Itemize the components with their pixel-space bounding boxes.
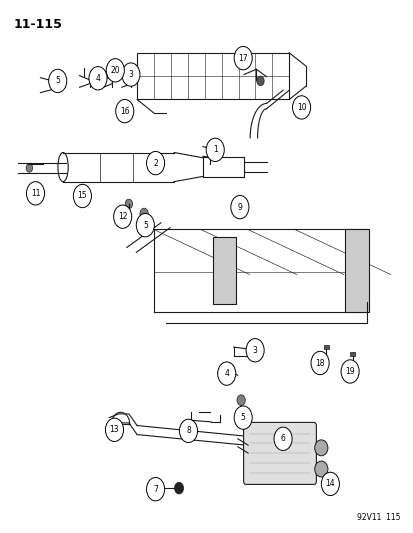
Text: 2: 2 (153, 159, 158, 167)
Circle shape (146, 478, 164, 501)
Circle shape (320, 472, 339, 496)
FancyBboxPatch shape (243, 422, 316, 484)
Text: 1: 1 (212, 146, 217, 155)
Circle shape (340, 360, 358, 383)
Text: 17: 17 (238, 54, 247, 62)
Circle shape (136, 214, 154, 237)
Text: 11: 11 (31, 189, 40, 198)
Circle shape (234, 406, 252, 429)
Text: 3: 3 (252, 346, 257, 355)
Circle shape (174, 482, 183, 494)
Circle shape (105, 418, 123, 441)
Text: 13: 13 (109, 425, 119, 434)
Circle shape (26, 164, 33, 172)
Circle shape (237, 395, 244, 406)
Text: 15: 15 (77, 191, 87, 200)
Text: 9: 9 (237, 203, 242, 212)
Circle shape (26, 182, 45, 205)
Text: 14: 14 (325, 479, 335, 488)
Circle shape (206, 138, 224, 161)
Circle shape (230, 196, 248, 219)
Circle shape (49, 69, 66, 93)
Ellipse shape (314, 461, 327, 477)
Circle shape (121, 63, 140, 86)
Circle shape (125, 199, 132, 209)
Text: 5: 5 (142, 221, 147, 230)
Text: 11-115: 11-115 (14, 18, 62, 31)
Circle shape (89, 67, 107, 90)
Circle shape (292, 96, 310, 119)
Bar (213, 237, 235, 304)
Bar (344, 229, 368, 312)
Text: 92V11  115: 92V11 115 (356, 513, 399, 522)
Circle shape (115, 100, 133, 123)
Circle shape (217, 362, 235, 385)
Circle shape (310, 351, 328, 375)
Text: 4: 4 (95, 74, 100, 83)
Circle shape (179, 419, 197, 442)
Circle shape (256, 76, 263, 86)
Text: 7: 7 (153, 484, 158, 494)
Circle shape (106, 59, 124, 82)
Text: 4: 4 (224, 369, 229, 378)
Bar (137, 53, 289, 100)
Text: 6: 6 (280, 434, 285, 443)
Text: 8: 8 (186, 426, 190, 435)
Text: 5: 5 (55, 76, 60, 85)
Bar (323, 345, 328, 349)
Text: 16: 16 (120, 107, 129, 116)
Ellipse shape (314, 440, 327, 456)
Circle shape (245, 338, 263, 362)
Bar (349, 352, 354, 356)
Circle shape (234, 46, 252, 70)
Circle shape (273, 427, 292, 450)
Text: 19: 19 (344, 367, 354, 376)
Circle shape (73, 184, 91, 208)
Text: 18: 18 (315, 359, 324, 367)
Text: 12: 12 (118, 212, 127, 221)
Circle shape (146, 151, 164, 175)
Circle shape (114, 205, 131, 228)
Text: 5: 5 (240, 413, 245, 422)
Text: 10: 10 (296, 103, 306, 112)
Text: 20: 20 (110, 66, 120, 75)
Circle shape (140, 208, 148, 219)
Text: 3: 3 (128, 70, 133, 79)
